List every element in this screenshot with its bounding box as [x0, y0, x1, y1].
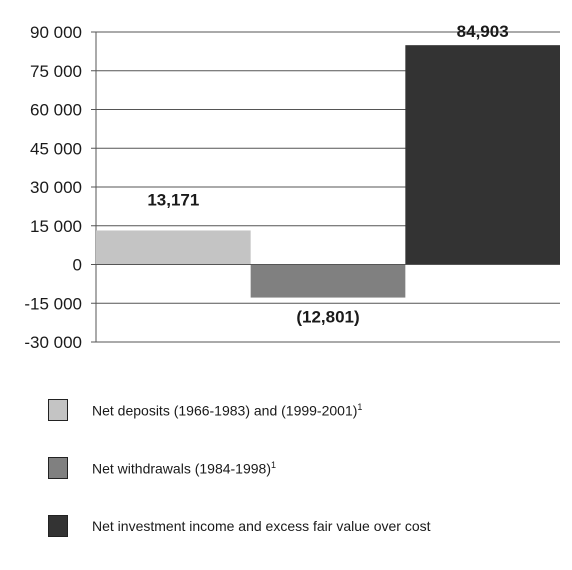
y-tick-label-0: 90 000 [30, 23, 82, 42]
bar-0 [96, 230, 251, 265]
y-tick-label-1: 75 000 [30, 62, 82, 81]
legend-footnote-net-deposits: 1 [357, 401, 363, 412]
chart-legend: Net deposits (1966-1983) and (1999-2001)… [48, 396, 431, 570]
y-tick-label-8: -30 000 [24, 333, 82, 352]
y-tick-label-7: -15 000 [24, 294, 82, 313]
bar-chart: 90 000 75 000 60 000 45 000 30 000 15 000 0 -15… [24, 22, 560, 352]
legend-item-net-deposits: Net deposits (1966-1983) and (1999-2001)… [48, 396, 431, 424]
bar-2 [405, 45, 560, 265]
legend-swatch-net-withdrawals [48, 457, 68, 479]
legend-item-net-investment-income: Net investment income and excess fair va… [48, 512, 431, 540]
legend-swatch-net-deposits [48, 399, 68, 421]
legend-item-net-withdrawals: Net withdrawals (1984-1998)1 [48, 454, 431, 482]
y-tick-label-5: 15 000 [30, 217, 82, 236]
legend-swatch-net-investment-income [48, 515, 68, 537]
data-label-2: 84,903 [457, 22, 509, 41]
y-tick-label-2: 60 000 [30, 101, 82, 120]
data-label-0: 13,171 [147, 190, 199, 209]
data-label-1: (12,801) [296, 308, 359, 327]
legend-label-net-investment-income: Net investment income and excess fair va… [92, 518, 431, 534]
y-tick-label-3: 45 000 [30, 139, 82, 158]
y-tick-label-6: 0 [73, 256, 82, 275]
bar-1 [250, 264, 406, 298]
legend-footnote-net-withdrawals: 1 [270, 459, 276, 470]
legend-label-net-withdrawals: Net withdrawals (1984-1998) [92, 460, 271, 477]
legend-label-net-deposits: Net deposits (1966-1983) and (1999-2001) [92, 402, 358, 419]
y-tick-label-4: 30 000 [30, 178, 82, 197]
